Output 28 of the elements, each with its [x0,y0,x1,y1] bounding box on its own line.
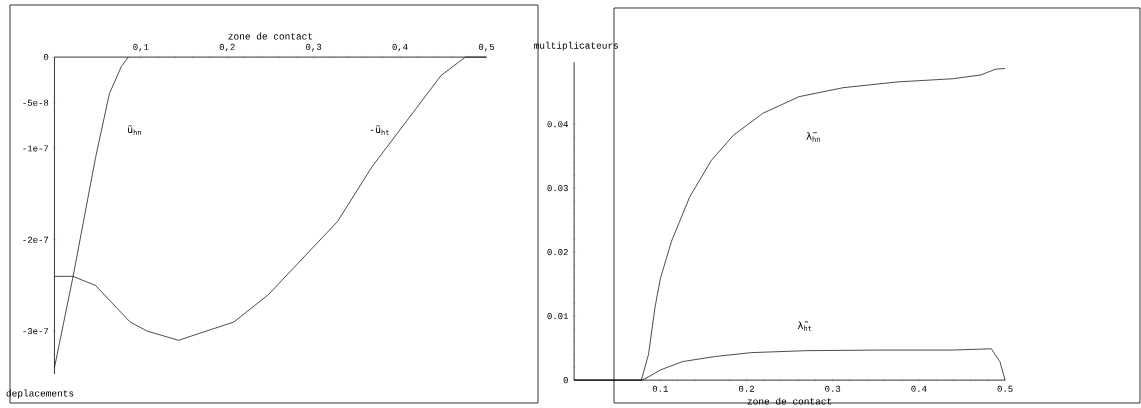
x-axis-title: zone de contact [228,32,313,40]
y-tick-label: 0 [43,54,49,61]
x-tick-label: 0,4 [392,43,408,52]
y-tick-label: 0.01 [547,313,569,320]
annotation: λ̃$_{ht}$ [797,321,812,331]
x-tick-label: 0.4 [911,385,927,392]
annotation: -ũ$_{ht}$ [370,125,389,135]
x-tick-label: 0.3 [825,385,841,392]
y-tick-label: 0.02 [547,249,568,256]
y-tick-label: 0 [563,377,568,384]
annotation: ũ$_{hn}$ [128,125,141,135]
y-axis-title: deplacements [6,389,74,399]
y-tick-label: -2e-7 [23,236,49,243]
x-tick-label: 0.1 [652,385,668,392]
y-tick-label: -1e-7 [23,145,49,152]
x-tick-label: 0,3 [306,43,322,52]
y-tick-label: -3e-7 [23,328,49,335]
x-tick-label: 0,2 [219,43,235,52]
y-tick-label: -5e-8 [23,99,49,106]
x-axis-title: zone de contact [747,397,832,405]
x-tick-label: 0,5 [478,43,494,52]
y-tick-label: 0.04 [547,121,568,128]
x-tick-label: 0.2 [738,385,754,392]
annotation: λ̃$_{hn}$ [806,132,820,142]
x-tick-label: 0,1 [133,43,149,52]
x-tick-label: 0.5 [997,385,1013,392]
y-tick-label: 0.03 [547,185,568,192]
y-axis-title: multiplicateurs [534,41,619,51]
